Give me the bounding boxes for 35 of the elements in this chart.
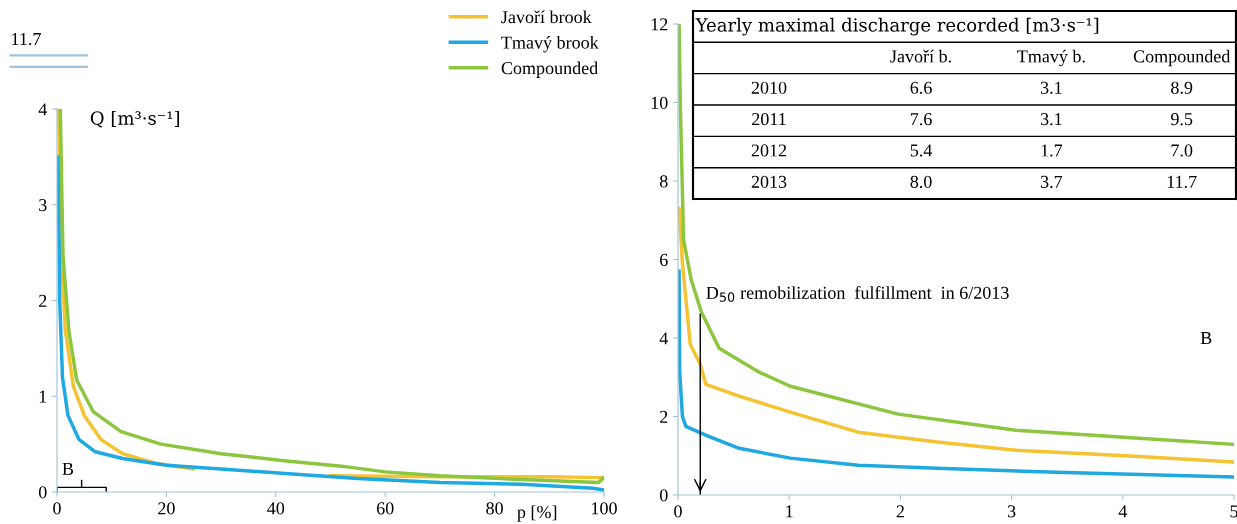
- annotation: B: [62, 462, 74, 475]
- x-tick-label: 80: [486, 502, 503, 515]
- y-tick-label: 2: [39, 294, 47, 307]
- legend-label: Compounded: [501, 61, 598, 78]
- y-tick-label: 4: [38, 103, 47, 116]
- line-series: [678, 269, 1234, 479]
- y-tick-label: 6: [660, 253, 668, 266]
- y-tick-label: 1: [39, 390, 47, 403]
- x-tick-label: 3: [1007, 505, 1016, 518]
- x-tick-label: 4: [1118, 505, 1128, 518]
- x-tick-label: 0: [674, 505, 682, 518]
- y-tick-label: 10: [651, 96, 668, 109]
- y-tick-label: 8: [659, 175, 668, 188]
- y-tick-label: 2: [660, 410, 668, 423]
- x-tick-label: 20: [158, 502, 175, 515]
- x-tick-label: 2: [896, 505, 904, 518]
- y-tick-label: 0: [659, 489, 668, 502]
- y-tick-label: 4: [659, 332, 668, 345]
- y-tick-label: 12: [651, 18, 668, 31]
- x-tick-label: 1: [786, 505, 793, 518]
- line-series: [678, 206, 1234, 464]
- legend-label: Tmavý brook: [501, 35, 599, 53]
- x-tick-label: 100: [592, 502, 617, 515]
- y-tick-label: 3: [39, 199, 47, 212]
- text: 11.7: [12, 33, 41, 46]
- legend-label: Javoří brook: [501, 10, 592, 24]
- x-tick-label: 60: [376, 502, 394, 515]
- x-tick-label: 5: [1230, 505, 1237, 518]
- x-tick-label: 0: [53, 502, 61, 515]
- annotation: B: [1200, 332, 1212, 344]
- x-axis-title: p [%]: [517, 505, 557, 522]
- y-tick-label: 0: [38, 486, 47, 499]
- y-axis-title: Q [m³·s⁻¹]: [90, 110, 180, 128]
- ref-line-label: D$_{50}$ remobilization fulfillment in 6/2013: [706, 286, 1009, 302]
- x-tick-label: 40: [267, 502, 285, 515]
